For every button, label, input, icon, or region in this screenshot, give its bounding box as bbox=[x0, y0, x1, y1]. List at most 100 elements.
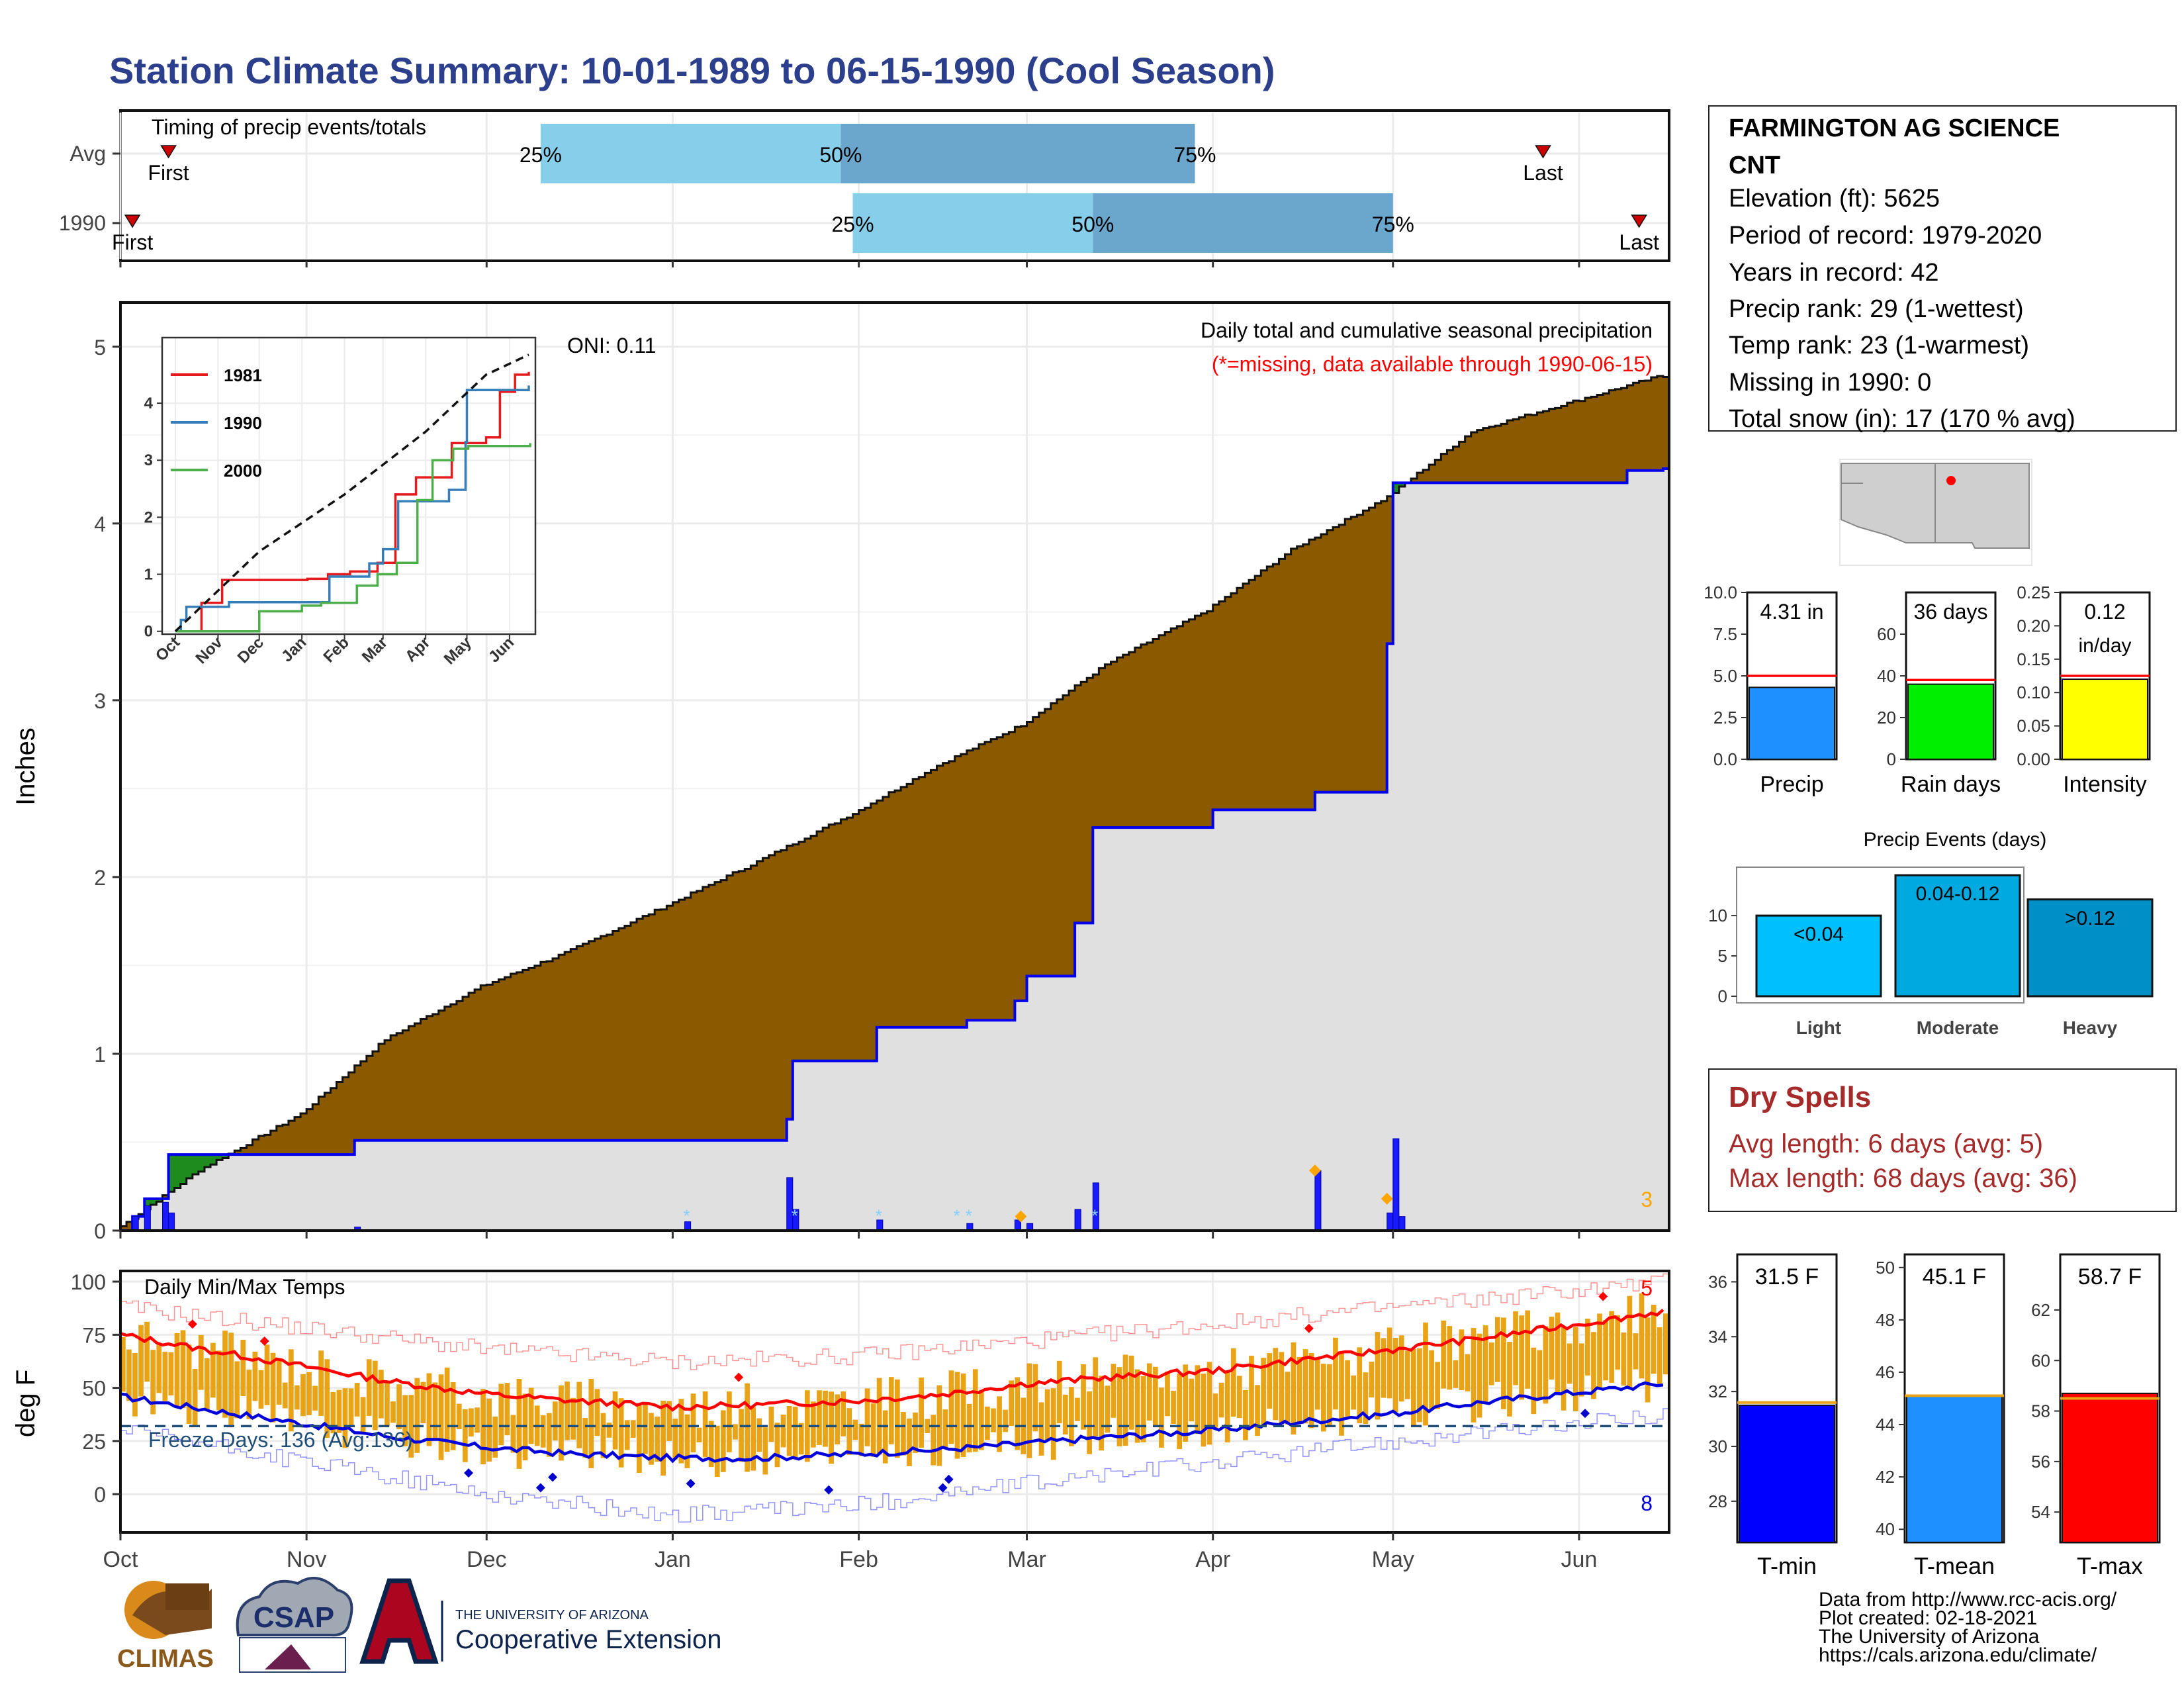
daily-temp-bar bbox=[1657, 1327, 1662, 1385]
daily-temp-bar bbox=[312, 1385, 318, 1411]
station-name-line2: CNT bbox=[1729, 152, 1780, 179]
daily-temp-bar bbox=[798, 1423, 804, 1455]
inset-ytick-label: 4 bbox=[144, 395, 154, 412]
daily-temp-bar bbox=[1081, 1364, 1086, 1430]
logo-row: CLIMAS CSAP THE UNIVERSITY OF ARIZONA Co… bbox=[117, 1577, 721, 1673]
daily-temp-bar bbox=[733, 1424, 738, 1440]
daily-temp-bar bbox=[864, 1388, 870, 1446]
daily-temp-bar bbox=[618, 1398, 624, 1468]
daily-temp-bar bbox=[288, 1349, 294, 1432]
daily-temp-bar bbox=[690, 1393, 696, 1453]
daily-temp-bar bbox=[954, 1372, 960, 1459]
daily-temp-bar bbox=[1357, 1347, 1363, 1423]
temp-stat-label: T-min bbox=[1757, 1552, 1817, 1579]
temp-stat-ytick-label: 62 bbox=[2031, 1300, 2050, 1320]
stat-value-text: 0.12 bbox=[2084, 600, 2125, 624]
daily-temp-bar bbox=[1171, 1390, 1176, 1424]
daily-temp-bar bbox=[786, 1406, 792, 1456]
temp-stat-label: T-mean bbox=[1914, 1552, 1995, 1579]
daily-temp-bar bbox=[1609, 1311, 1615, 1383]
inset-ytick-label: 1 bbox=[144, 566, 153, 584]
daily-temp-bar bbox=[318, 1350, 324, 1416]
daily-temp-bar bbox=[637, 1404, 642, 1474]
daily-temp-bar bbox=[192, 1369, 198, 1426]
events-bar-label: 0.04-0.12 bbox=[1916, 883, 2000, 905]
snow-marker: * bbox=[966, 1206, 972, 1226]
daily-temp-bar bbox=[1069, 1387, 1074, 1446]
daily-temp-bar bbox=[1621, 1332, 1627, 1386]
climas-logo-mark bbox=[165, 1583, 209, 1610]
snow-marker: * bbox=[954, 1206, 960, 1226]
oni-label: ONI: 0.11 bbox=[567, 334, 657, 357]
daily-temp-bar bbox=[1026, 1363, 1032, 1458]
daily-temp-bar bbox=[336, 1389, 342, 1433]
daily-temp-bar bbox=[234, 1361, 240, 1419]
daily-temp-bar bbox=[1525, 1310, 1531, 1389]
locator-map bbox=[1839, 459, 2032, 566]
daily-temp-bar bbox=[1267, 1353, 1273, 1409]
dry-spells-box: Dry Spells Avg length: 6 days (avg: 5) M… bbox=[1708, 1068, 2177, 1212]
daily-precip-bar bbox=[144, 1205, 151, 1231]
daily-temp-bar bbox=[588, 1379, 594, 1468]
inset-plot-frame bbox=[161, 336, 537, 635]
timing-pct-label-year: 75% bbox=[1372, 212, 1414, 236]
csap-logo-text: CSAP bbox=[253, 1601, 334, 1634]
stat-ytick-label: 0.10 bbox=[2017, 682, 2050, 702]
precip-events-title: Precip Events (days) bbox=[1864, 829, 2047, 851]
daily-temp-bar bbox=[324, 1359, 330, 1438]
daily-temp-bar bbox=[342, 1388, 348, 1448]
daily-temp-bar bbox=[1105, 1385, 1111, 1433]
daily-temp-bar bbox=[540, 1415, 546, 1448]
timing-last-marker-year bbox=[1631, 214, 1647, 228]
stat-ytick-label: 0.0 bbox=[1713, 749, 1737, 769]
temp-stat-ytick-label: 42 bbox=[1876, 1467, 1895, 1487]
station-period: Period of record: 1979-2020 bbox=[1729, 222, 2042, 250]
daily-temp-bar bbox=[1122, 1354, 1128, 1446]
temp-stat-bars: 31.5 F 28 30 32 34 36 T-min 45.1 F 40 42 44 46 48 50 T… bbox=[1708, 1253, 2161, 1579]
timing-first-marker-avg bbox=[160, 145, 177, 159]
stat-value-text: 4.31 in bbox=[1760, 600, 1823, 624]
daily-temp-bar bbox=[438, 1374, 444, 1460]
precip-events-chart: Precip Events (days) 0 5 10 <0.04 Light 0.04-… bbox=[1708, 829, 2154, 1038]
snow-marker: * bbox=[876, 1206, 882, 1226]
precip-ylabel: Inches bbox=[11, 727, 40, 806]
temp-stat-bar-t-min bbox=[1739, 1404, 1835, 1544]
temp-xtick-label: Nov bbox=[287, 1547, 326, 1572]
precip-panel-frame bbox=[119, 301, 1670, 1232]
daily-temp-bar bbox=[1320, 1364, 1326, 1432]
events-category-label: Heavy bbox=[2063, 1017, 2118, 1038]
daily-temp-bar bbox=[1261, 1358, 1266, 1426]
timing-row-label-avg: Avg bbox=[69, 142, 106, 165]
daily-temp-bar bbox=[1062, 1394, 1068, 1435]
daily-temp-bar bbox=[1537, 1350, 1543, 1399]
temp-xtick-label: Oct bbox=[103, 1547, 138, 1572]
daily-temp-bar bbox=[1543, 1326, 1549, 1404]
timing-row-label-year: 1990 bbox=[59, 211, 106, 235]
daily-temp-bar bbox=[1327, 1364, 1332, 1427]
daily-temp-bar bbox=[1453, 1360, 1459, 1388]
stat-ytick-label: 20 bbox=[1877, 708, 1896, 727]
map-states-east bbox=[1934, 463, 2030, 549]
station-location-marker bbox=[1946, 476, 1956, 485]
daily-temp-bar bbox=[852, 1419, 858, 1440]
temp-stat-bar-t-mean bbox=[1906, 1395, 2003, 1543]
daily-temp-bar bbox=[565, 1382, 570, 1440]
daily-temp-bar bbox=[751, 1407, 756, 1471]
timing-last-marker-avg bbox=[1535, 145, 1551, 159]
daily-temp-bar bbox=[300, 1374, 306, 1417]
daily-temp-bar bbox=[841, 1391, 846, 1436]
record-low-line bbox=[120, 1408, 1669, 1523]
timing-bar-avg-q25-q50 bbox=[540, 124, 841, 183]
ua-logo-a bbox=[359, 1578, 439, 1664]
daily-temp-bar bbox=[991, 1408, 996, 1432]
avg-min-line bbox=[120, 1381, 1664, 1464]
daily-temp-bar bbox=[396, 1384, 402, 1430]
daily-temp-bar bbox=[1477, 1333, 1482, 1418]
events-category-label: Moderate bbox=[1917, 1017, 1999, 1038]
precip-events-marks: 0 5 10 <0.04 Light 0.04-0.12 Moderate >0.12 Heav… bbox=[1708, 874, 2154, 1038]
daily-temp-bar bbox=[942, 1409, 948, 1448]
daily-temp-bar bbox=[708, 1421, 714, 1468]
snow-marker: * bbox=[1091, 1206, 1098, 1226]
daily-temp-bar bbox=[1423, 1322, 1428, 1426]
climas-logo-text: CLIMAS bbox=[117, 1645, 214, 1673]
